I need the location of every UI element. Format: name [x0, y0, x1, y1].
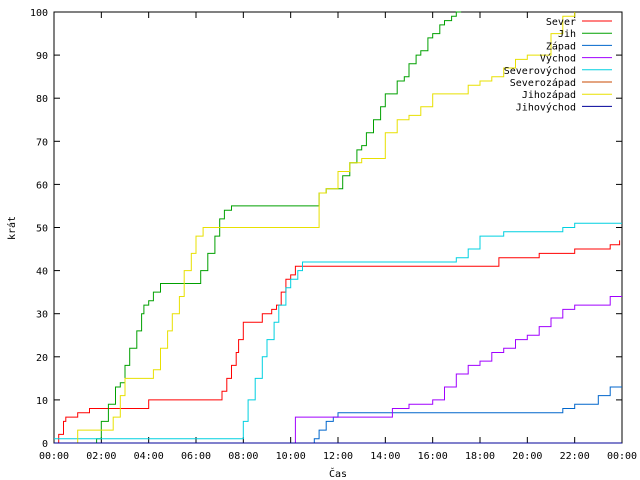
- x-tick-label: 18:00: [465, 451, 495, 462]
- y-tick-label: 0: [42, 439, 48, 450]
- x-tick-label: 00:00: [39, 451, 69, 462]
- y-tick-label: 30: [36, 310, 48, 321]
- x-tick-label: 04:00: [134, 451, 164, 462]
- legend-label: Severozápad: [510, 77, 576, 89]
- y-tick-label: 100: [30, 8, 48, 19]
- y-tick-label: 40: [36, 267, 48, 278]
- legend-label: Východ: [540, 53, 576, 65]
- series-line-3: [54, 296, 622, 444]
- legend: SeverJihZápadVýchodSeverovýchodSeverozáp…: [504, 17, 612, 113]
- series-line-2: [54, 386, 622, 444]
- y-tick-label: 50: [36, 224, 48, 235]
- x-tick-label: 20:00: [512, 451, 542, 462]
- y-tick-label: 80: [36, 94, 48, 105]
- x-tick-label: 02:00: [86, 451, 116, 462]
- x-axis: 00:00 02:00 04:00 06:00 08:00 10:00 12:00 14:00…: [39, 12, 637, 462]
- y-axis: 0 10 20 30 40 50 60 70 80 90 100: [30, 8, 622, 450]
- y-tick-label: 60: [36, 180, 48, 191]
- y-tick-label: 10: [36, 396, 48, 407]
- x-tick-label: 10:00: [276, 451, 306, 462]
- legend-label: Severovýchod: [504, 65, 576, 77]
- x-tick-label: 22:00: [560, 451, 590, 462]
- y-tick-label: 70: [36, 137, 48, 148]
- y-axis-label: krát: [6, 216, 18, 240]
- y-tick-label: 90: [36, 51, 48, 62]
- series-line-6: [54, 12, 576, 444]
- legend-label: Sever: [546, 17, 576, 28]
- legend-label: Jih: [558, 29, 576, 40]
- legend-label: Jihozápad: [522, 89, 576, 101]
- x-axis-label: Čas: [329, 467, 347, 480]
- x-tick-label: 14:00: [370, 451, 400, 462]
- series-line-0: [54, 240, 621, 444]
- series-line-1: [54, 11, 462, 444]
- legend-label: Jihovýchod: [516, 101, 576, 113]
- x-tick-label: 00:00: [607, 451, 637, 462]
- series-lines: [54, 11, 622, 444]
- x-tick-label: 08:00: [228, 451, 258, 462]
- legend-label: Západ: [546, 40, 576, 52]
- x-tick-label: 12:00: [323, 451, 353, 462]
- x-tick-label: 16:00: [418, 451, 448, 462]
- series-line-4: [54, 222, 622, 440]
- x-tick-label: 06:00: [181, 451, 211, 462]
- y-tick-label: 20: [36, 353, 48, 364]
